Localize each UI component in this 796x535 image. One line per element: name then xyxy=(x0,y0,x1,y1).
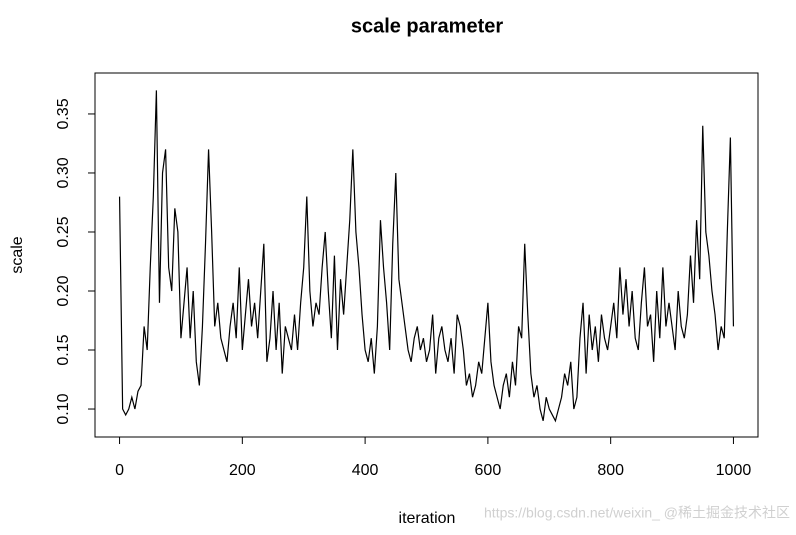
trace-line xyxy=(118,90,735,423)
x-tick-label: 200 xyxy=(229,462,256,479)
y-axis-label: scale xyxy=(9,236,26,273)
chart-title: scale parameter xyxy=(351,15,504,37)
y-tick-label: 0.35 xyxy=(55,98,72,129)
x-tick-label: 1000 xyxy=(716,462,752,479)
y-tick-label: 0.25 xyxy=(55,216,72,247)
x-tick-label: 800 xyxy=(597,462,624,479)
plot-frame xyxy=(94,72,759,438)
y-tick-label: 0.15 xyxy=(55,334,72,365)
y-tick-label: 0.30 xyxy=(55,157,72,188)
x-tick-label: 600 xyxy=(475,462,502,479)
x-axis-label: iteration xyxy=(399,510,456,527)
y-tick-label: 0.10 xyxy=(55,393,72,424)
x-tick-label: 0 xyxy=(115,462,124,479)
y-tick-label: 0.20 xyxy=(55,275,72,306)
x-tick-label: 400 xyxy=(352,462,379,479)
watermark: https://blog.csdn.net/weixin_ @稀土掘金技术社区 xyxy=(484,505,790,521)
